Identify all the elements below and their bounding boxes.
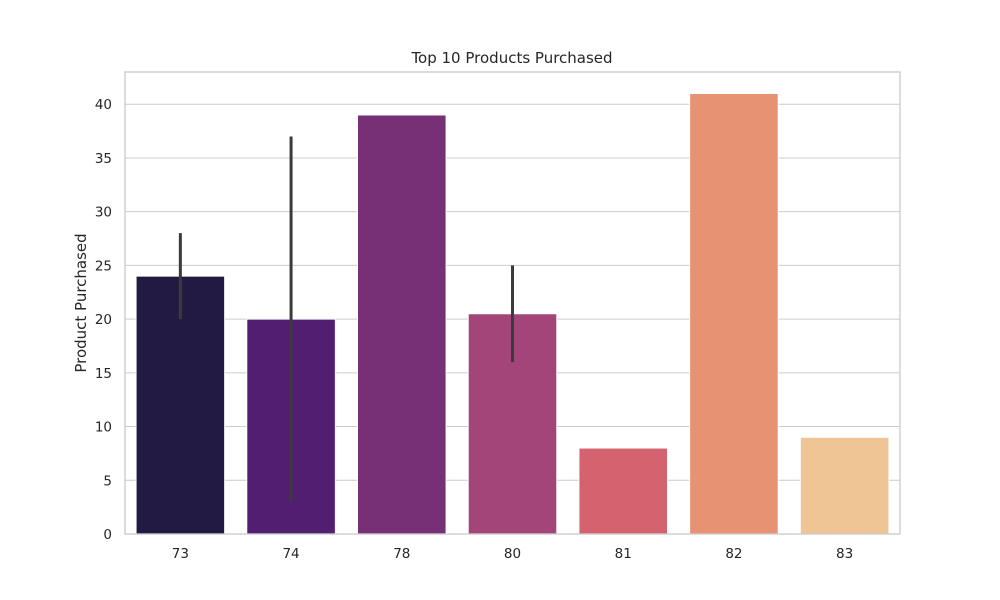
x-tick-label-78: 78 [393, 546, 410, 562]
y-tick-label-0: 0 [103, 527, 112, 543]
y-tick-label-8: 40 [95, 97, 112, 113]
y-tick-label-5: 25 [95, 258, 112, 274]
bar-82 [689, 92, 779, 535]
bar-81 [578, 447, 669, 535]
x-tick-label-82: 82 [725, 546, 742, 562]
y-tick-labels: 0 5 10 15 20 25 30 35 40 [95, 97, 112, 543]
y-tick-label-1: 5 [103, 473, 112, 489]
bar-78 [357, 114, 447, 535]
x-tick-label-83: 83 [836, 546, 853, 562]
x-tick-label-81: 81 [615, 546, 632, 562]
bar-83 [799, 436, 890, 535]
x-tick-label-73: 73 [172, 546, 189, 562]
x-tick-label-74: 74 [282, 546, 299, 562]
y-tick-label-4: 20 [95, 312, 112, 328]
y-tick-label-3: 15 [95, 366, 112, 382]
y-tick-label-6: 30 [95, 205, 112, 221]
y-axis-label: Product Purchased [72, 233, 90, 372]
y-tick-label-2: 10 [95, 420, 112, 436]
y-tick-label-7: 35 [95, 151, 112, 167]
x-tick-labels: 73 74 78 80 81 82 83 [172, 546, 853, 562]
chart-title: Top 10 Products Purchased [410, 49, 612, 67]
error-bars [178, 136, 514, 502]
x-tick-label-80: 80 [504, 546, 521, 562]
plot-frame [124, 71, 901, 535]
